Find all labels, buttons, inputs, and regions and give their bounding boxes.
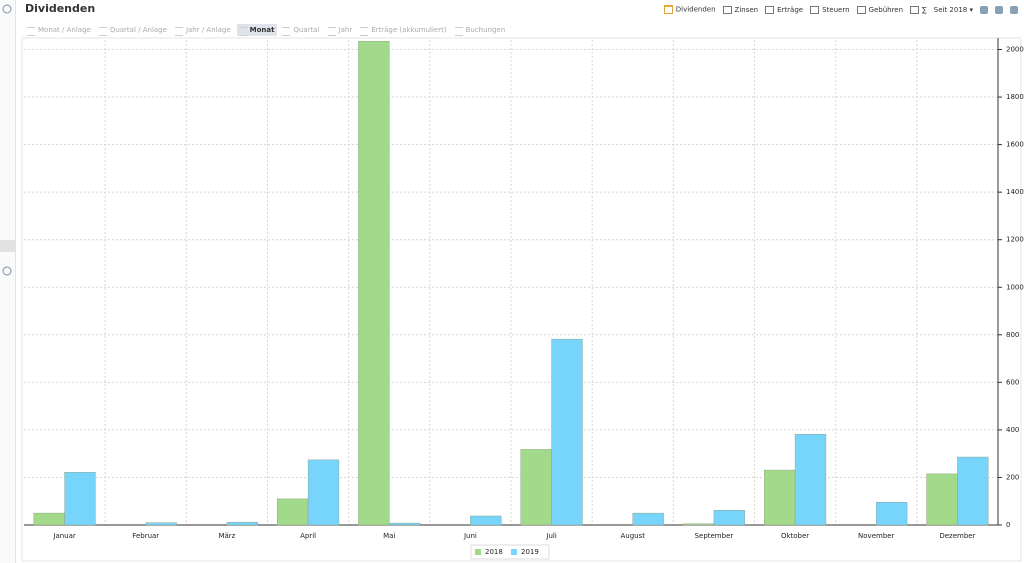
x-tick-label: Juli [545,532,556,540]
bar [470,515,502,526]
period-label: Seit 2018 [933,5,968,14]
x-tick-label: August [621,532,646,540]
tab[interactable]: Monat [236,24,278,36]
y-tick-label: 1000 [1006,283,1024,291]
y-tick-label: 1400 [1006,188,1024,196]
sidebar-icons [0,4,15,276]
x-tick-label: Dezember [939,532,975,540]
y-tick-label: 1200 [1006,236,1024,244]
legend-box [470,544,550,560]
bar [307,459,340,526]
chart-frame [21,37,1022,562]
x-tick-label: Oktober [781,532,809,540]
tab[interactable]: Buchungen [453,24,509,36]
tab[interactable]: Erträge (akkumuliert) [358,24,449,36]
filter-icon[interactable] [980,5,988,14]
x-tick-label: Juni [463,532,477,540]
x-tick-label: November [858,532,895,540]
filter-label: Steuern [822,5,850,14]
tab[interactable]: Quartal [280,24,322,36]
filter-checkbox[interactable]: Erträge [765,5,804,14]
bar [33,512,65,526]
expand-icon[interactable] [2,4,12,14]
bar [226,521,258,526]
sidebar-handle[interactable] [0,240,15,252]
toolbar: Dividenden Zinsen Erträge Steuern Gebühr… [663,5,1018,14]
y-tick-label: 200 [1006,473,1019,481]
bar [145,522,177,526]
view-title: Dividenden [25,2,96,15]
settings-icon[interactable] [1010,5,1018,14]
y-tick-label: 600 [1006,378,1019,386]
filter-label: ∑ [922,5,927,14]
tab[interactable]: Jahr / Anlage [173,24,234,36]
x-tick-label: September [695,532,734,540]
expand-icon[interactable] [2,266,12,276]
bar [520,449,552,526]
bar [389,522,421,526]
y-tick-label: 1600 [1006,141,1024,149]
bar [682,523,715,526]
view-tabs: Monat / Anlage Quartal / Anlage Jahr / A… [25,24,508,36]
export-icon[interactable] [995,5,1003,14]
tab[interactable]: Jahr [326,24,356,36]
x-tick-label: Januar [52,532,76,540]
period-dropdown[interactable]: Seit 2018 ▾ [933,5,973,14]
y-tick-label: 400 [1006,426,1019,434]
filter-label: Dividenden [675,5,716,14]
x-tick-label: Februar [132,532,159,540]
filter-checkbox[interactable]: Dividenden [663,5,716,14]
bar [632,512,664,526]
filter-checkbox[interactable]: Zinsen [722,5,759,14]
filter-label: Erträge [777,5,804,14]
filter-checkbox[interactable]: Steuern [810,5,850,14]
tab[interactable]: Monat / Anlage [25,24,94,36]
bar [551,338,583,526]
filter-label: Gebühren [868,5,904,14]
bar [64,472,96,526]
legend-swatch [511,549,517,555]
legend-swatch [475,549,481,555]
filter-checkbox[interactable]: ∑ [910,5,927,14]
bar [926,473,958,526]
bar [713,510,745,526]
y-tick-label: 1800 [1006,93,1024,101]
sidebar [0,0,16,563]
legend-label: 2019 [521,548,539,556]
legend-label: 2018 [485,548,503,556]
bar [277,498,309,526]
y-tick-label: 800 [1006,331,1019,339]
bar [764,469,796,526]
x-tick-label: April [300,532,316,540]
x-tick-label: Mai [383,532,395,540]
filter-label: Zinsen [734,5,759,14]
x-tick-label: März [218,532,235,540]
bar [957,456,989,526]
y-tick-label: 0 [1006,521,1010,529]
tab[interactable]: Quartal / Anlage [97,24,170,36]
filter-checkbox[interactable]: Gebühren [856,5,904,14]
y-tick-label: 2000 [1006,46,1024,54]
bar [794,433,827,526]
bar [358,40,390,526]
bar [876,501,908,526]
